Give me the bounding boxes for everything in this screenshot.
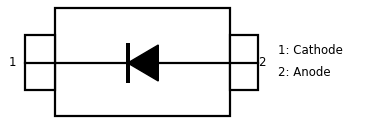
Text: 2: Anode: 2: Anode xyxy=(278,66,331,78)
Text: 1: 1 xyxy=(8,57,16,69)
Text: 1: Cathode: 1: Cathode xyxy=(278,44,343,57)
Bar xyxy=(230,35,258,90)
Polygon shape xyxy=(128,45,158,81)
Bar xyxy=(55,8,230,116)
Bar xyxy=(25,35,55,90)
Text: 2: 2 xyxy=(258,57,266,69)
